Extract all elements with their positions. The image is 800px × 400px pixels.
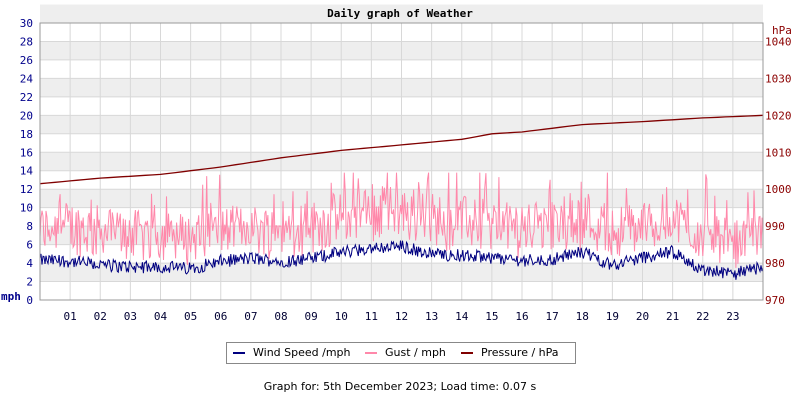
left-tick-label: 30 (20, 17, 33, 30)
left-tick-label: 2 (26, 276, 33, 289)
legend-item-wind-speed: Wind Speed /mph (233, 346, 351, 359)
x-tick-label: 12 (395, 310, 408, 323)
left-tick-label: 24 (20, 72, 34, 85)
right-tick-label: 1040 (765, 35, 792, 48)
right-tick-label: 1010 (765, 146, 792, 159)
series-layer (39, 114, 764, 280)
wind-speed-series-line (39, 240, 764, 280)
legend-item-gust: Gust / mph (365, 346, 446, 359)
x-tick-label: 02 (94, 310, 107, 323)
left-tick-label: 14 (20, 165, 34, 178)
x-tick-label: 21 (666, 310, 679, 323)
x-tick-label: 23 (726, 310, 739, 323)
pressure-series-line (39, 114, 764, 185)
x-tick-label: 18 (576, 310, 589, 323)
x-tick-label: 05 (184, 310, 197, 323)
right-axis-unit: hPa (772, 24, 792, 37)
x-tick-label: 19 (606, 310, 619, 323)
gust-swatch (365, 352, 377, 354)
legend-label-gust: Gust / mph (385, 346, 446, 359)
x-tick-label: 22 (696, 310, 709, 323)
left-tick-label: 26 (20, 54, 33, 67)
left-tick-label: 4 (26, 257, 33, 270)
x-tick-label: 08 (274, 310, 287, 323)
x-tick-label: 15 (485, 310, 498, 323)
left-axis-unit: mph (1, 290, 21, 303)
left-tick-label: 0 (26, 294, 33, 307)
axes-layer: 0246810121416182022242628309709809901000… (20, 17, 792, 323)
x-tick-label: 07 (244, 310, 257, 323)
right-tick-label: 1020 (765, 109, 792, 122)
left-tick-label: 8 (26, 220, 33, 233)
left-tick-label: 12 (20, 183, 33, 196)
x-tick-label: 16 (515, 310, 528, 323)
x-tick-label: 20 (636, 310, 649, 323)
legend-label-pressure: Pressure / hPa (481, 346, 559, 359)
right-tick-label: 970 (765, 294, 785, 307)
gust-series-line (39, 172, 764, 268)
left-tick-label: 22 (20, 91, 33, 104)
x-tick-label: 06 (214, 310, 227, 323)
x-tick-label: 17 (546, 310, 559, 323)
chart-title: Daily graph of Weather (327, 7, 473, 20)
right-tick-label: 990 (765, 220, 785, 233)
left-tick-label: 28 (20, 35, 33, 48)
x-tick-label: 04 (154, 310, 168, 323)
plot-band (40, 4, 763, 24)
plot-border (39, 22, 764, 301)
wind-speed-swatch (233, 352, 245, 354)
left-tick-label: 6 (26, 239, 33, 252)
x-tick-label: 09 (305, 310, 318, 323)
pressure-swatch (461, 352, 473, 354)
footer-text: Graph for: 5th December 2023; Load time:… (263, 380, 537, 393)
legend-label-wind-speed: Wind Speed /mph (253, 346, 351, 359)
x-tick-label: 10 (335, 310, 348, 323)
right-tick-label: 980 (765, 257, 785, 270)
x-tick-label: 14 (455, 310, 469, 323)
right-tick-label: 1000 (765, 183, 792, 196)
right-tick-label: 1030 (765, 72, 792, 85)
chart-legend: Wind Speed /mph Gust / mph Pressure / hP… (226, 342, 576, 364)
left-tick-label: 18 (20, 128, 33, 141)
left-tick-label: 20 (20, 109, 33, 122)
left-tick-label: 16 (20, 146, 33, 159)
legend-item-pressure: Pressure / hPa (461, 346, 559, 359)
x-tick-label: 11 (365, 310, 378, 323)
x-tick-label: 13 (425, 310, 438, 323)
x-tick-label: 03 (124, 310, 137, 323)
left-tick-label: 10 (20, 202, 33, 215)
x-tick-label: 01 (64, 310, 77, 323)
